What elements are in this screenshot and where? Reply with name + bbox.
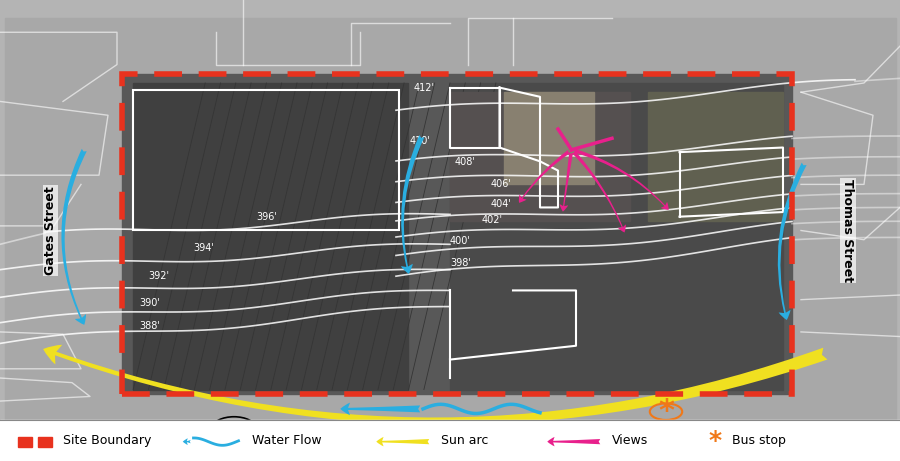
FancyArrowPatch shape — [183, 438, 191, 445]
Bar — [4, 18, 896, 420]
Text: 388': 388' — [140, 321, 160, 331]
Text: 392': 392' — [148, 271, 169, 281]
Bar — [38, 437, 52, 447]
Text: *: * — [708, 429, 721, 453]
Bar — [648, 92, 783, 221]
Text: Sun arc: Sun arc — [441, 434, 489, 447]
Text: Thomas Street: Thomas Street — [842, 179, 854, 282]
Text: Water Flow: Water Flow — [252, 434, 321, 447]
Text: 390': 390' — [140, 298, 160, 308]
Bar — [504, 92, 594, 184]
FancyArrowPatch shape — [572, 151, 625, 232]
Text: 410': 410' — [410, 136, 430, 146]
Bar — [0, 420, 900, 461]
FancyArrowPatch shape — [518, 150, 571, 203]
FancyArrowPatch shape — [61, 149, 86, 325]
Text: 408': 408' — [454, 157, 475, 167]
FancyArrowPatch shape — [778, 163, 806, 320]
Text: Bus stop: Bus stop — [732, 434, 786, 447]
Text: Site Boundary: Site Boundary — [63, 434, 151, 447]
Text: 50': 50' — [105, 437, 120, 447]
Text: *: * — [658, 397, 674, 426]
Text: Views: Views — [612, 434, 648, 447]
Bar — [122, 74, 792, 394]
FancyArrowPatch shape — [547, 437, 600, 446]
Text: 406': 406' — [491, 179, 511, 189]
Text: Gates Street: Gates Street — [44, 186, 57, 275]
Text: 394': 394' — [194, 243, 214, 253]
Bar — [133, 83, 408, 390]
Bar — [18, 437, 32, 447]
FancyArrowPatch shape — [560, 152, 573, 212]
FancyArrowPatch shape — [400, 135, 424, 274]
Text: 402': 402' — [482, 215, 502, 225]
Bar — [133, 90, 399, 230]
Bar — [122, 74, 792, 394]
Text: 25': 25' — [67, 437, 81, 447]
Text: 400': 400' — [450, 236, 471, 246]
Bar — [450, 83, 783, 390]
FancyArrowPatch shape — [340, 402, 420, 415]
Bar — [450, 92, 630, 221]
FancyArrowPatch shape — [573, 149, 669, 210]
Text: 398': 398' — [450, 258, 471, 268]
Text: 100': 100' — [178, 437, 200, 447]
Text: 0': 0' — [30, 437, 39, 447]
FancyArrowPatch shape — [376, 437, 429, 446]
Text: 404': 404' — [491, 199, 511, 209]
FancyArrowPatch shape — [43, 345, 827, 425]
Text: 396': 396' — [256, 212, 277, 222]
Text: 412': 412' — [414, 83, 435, 93]
